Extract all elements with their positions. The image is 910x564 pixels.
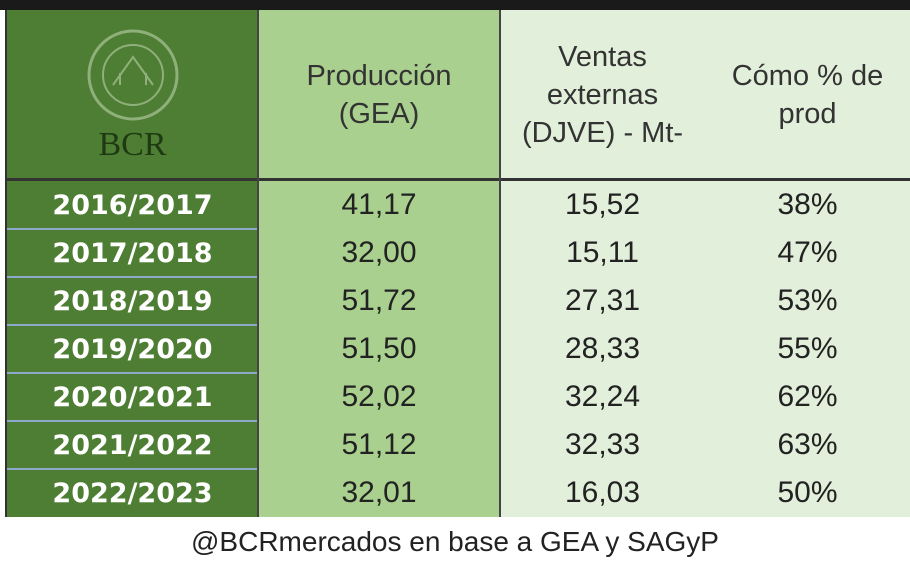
value-cell: 38% (705, 181, 910, 229)
year-cell: 2016/2017 (5, 181, 258, 229)
value-cell: 27,31 (500, 277, 705, 325)
column-header: Ventas externas (DJVE) - Mt- (500, 10, 705, 180)
logo-seal (87, 29, 178, 121)
year-cell: 2017/2018 (5, 229, 258, 277)
value-cell: 32,24 (500, 373, 705, 421)
value-cell: 50% (705, 469, 910, 517)
header-line: (GEA) (338, 98, 420, 130)
column-border (257, 10, 259, 517)
row-separator (7, 372, 258, 374)
header-line: externas (546, 79, 659, 111)
value-cell: 32,33 (500, 421, 705, 469)
value-cell: 51,50 (258, 325, 500, 373)
logo-cell: BCR (5, 10, 258, 180)
header-line: Ventas (558, 41, 647, 73)
year-cell: 2019/2020 (5, 325, 258, 373)
row-separator (7, 420, 258, 422)
header-line: prod (778, 98, 837, 130)
year-cell: 2022/2023 (5, 469, 258, 517)
row-separator (7, 468, 258, 470)
value-cell: 53% (705, 277, 910, 325)
value-cell: 32,01 (258, 469, 500, 517)
column-header: Cómo % de prod (705, 10, 910, 180)
value-cell: 62% (705, 373, 910, 421)
value-cell: 15,11 (500, 229, 705, 277)
logo-text: BCR (98, 126, 167, 163)
header-line: Cómo % de (731, 60, 884, 92)
row-separator (7, 228, 258, 230)
value-cell: 52,02 (258, 373, 500, 421)
header-border (5, 178, 910, 181)
value-cell: 51,72 (258, 277, 500, 325)
header-line: Producción (306, 60, 452, 92)
table: BCR Producción (GEA) Ventas externas (DJVE) -… (5, 10, 910, 518)
top-border (0, 0, 910, 10)
header-line: (DJVE) - Mt- (521, 117, 684, 149)
value-cell: 28,33 (500, 325, 705, 373)
value-cell: 47% (705, 229, 910, 277)
year-cell: 2020/2021 (5, 373, 258, 421)
column-border (499, 10, 501, 517)
row-separator (7, 276, 258, 278)
value-cell: 63% (705, 421, 910, 469)
column-header: Producción (GEA) (258, 10, 500, 180)
year-cell: 2021/2022 (5, 421, 258, 469)
value-cell: 15,52 (500, 181, 705, 229)
value-cell: 32,00 (258, 229, 500, 277)
row-separator (7, 324, 258, 326)
year-cell: 2018/2019 (5, 277, 258, 325)
value-cell: 41,17 (258, 181, 500, 229)
value-cell: 55% (705, 325, 910, 373)
value-cell: 16,03 (500, 469, 705, 517)
footer: @BCRmercados en base a GEA y SAGyP (191, 526, 719, 557)
value-cell: 51,12 (258, 421, 500, 469)
